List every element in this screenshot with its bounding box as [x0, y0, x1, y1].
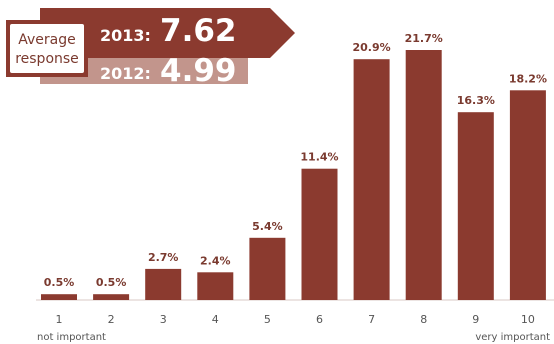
value-labels-group: 0.5% 0.5% 2.7% 2.4% 5.4% 11.4% 20.9% 21.7% 16.3%… — [44, 32, 547, 289]
badge-label-inner — [10, 24, 84, 73]
badge-2013-banner — [40, 8, 295, 58]
x-tick-9: 9 — [472, 313, 479, 326]
x-tick-5: 5 — [264, 313, 271, 326]
x-tick-1: 1 — [56, 313, 63, 326]
value-label-3: 2.7% — [148, 251, 179, 264]
x-tick-10: 10 — [521, 313, 535, 326]
badge-label-line1: Average — [18, 32, 76, 48]
value-label-8: 21.7% — [405, 32, 443, 45]
x-tick-labels-group: 1 2 3 4 5 6 7 8 9 10 — [56, 313, 535, 326]
bar-2 — [93, 294, 130, 300]
x-tick-3: 3 — [160, 313, 167, 326]
badge-label-line2: response — [15, 51, 79, 67]
badge-year-2013: 2013: — [100, 26, 151, 45]
x-annotation-low: not important — [37, 332, 106, 343]
x-tick-2: 2 — [108, 313, 115, 326]
badge-2012-banner — [40, 58, 248, 84]
bar-9 — [457, 112, 494, 300]
bar-1 — [41, 294, 77, 300]
bar-3 — [145, 268, 182, 300]
bar-10 — [509, 90, 546, 300]
x-tick-4: 4 — [212, 313, 219, 326]
value-label-5: 5.4% — [252, 220, 283, 233]
x-tick-6: 6 — [316, 313, 323, 326]
average-response-badge: Average response 2013: 7.62 2012: 4.99 — [6, 8, 295, 89]
badge-value-2012: 4.99 — [160, 53, 237, 89]
value-label-9: 16.3% — [457, 94, 495, 107]
x-tick-7: 7 — [368, 313, 375, 326]
bar-7 — [353, 59, 390, 301]
value-label-7: 20.9% — [353, 41, 391, 54]
badge-year-2012: 2012: — [100, 64, 151, 83]
bar-5 — [249, 237, 286, 300]
bars-group — [41, 50, 546, 301]
bar-6 — [301, 168, 338, 300]
x-tick-8: 8 — [420, 313, 427, 326]
bar-4 — [197, 272, 234, 300]
value-label-1: 0.5% — [44, 276, 75, 289]
x-annotation-high: very important — [475, 332, 550, 343]
value-label-4: 2.4% — [200, 254, 231, 267]
value-label-10: 18.2% — [509, 72, 547, 85]
bar-8 — [405, 50, 442, 300]
value-label-6: 11.4% — [300, 151, 338, 164]
value-label-2: 0.5% — [96, 276, 127, 289]
badge-value-2013: 7.62 — [160, 13, 237, 49]
